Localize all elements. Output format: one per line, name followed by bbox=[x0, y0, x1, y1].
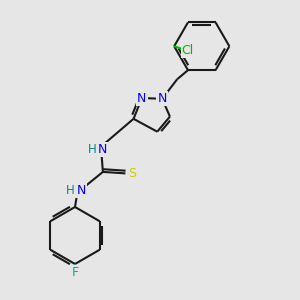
Text: H: H bbox=[87, 143, 96, 156]
Text: N: N bbox=[158, 92, 167, 105]
Text: N: N bbox=[76, 184, 86, 197]
Text: H: H bbox=[66, 184, 75, 197]
Text: N: N bbox=[137, 92, 147, 105]
Text: S: S bbox=[128, 167, 136, 180]
Text: F: F bbox=[71, 266, 79, 279]
Text: N: N bbox=[97, 143, 107, 156]
Text: Cl: Cl bbox=[182, 44, 194, 57]
